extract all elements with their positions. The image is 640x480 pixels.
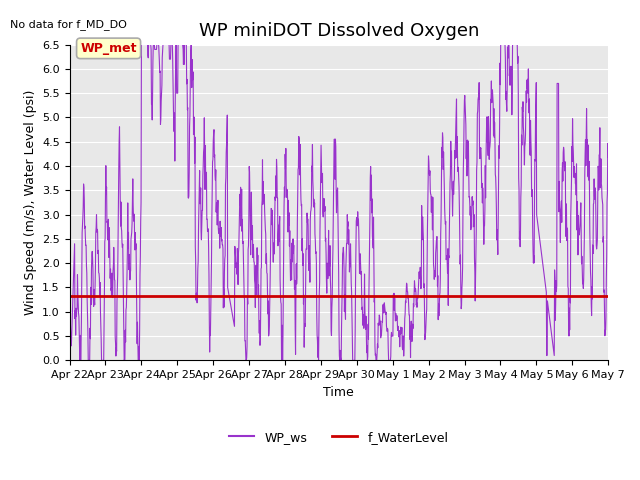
- WP_ws: [373, 358, 381, 363]
- WP_ws: [306, 279, 314, 285]
- WP_ws: [295, 133, 303, 139]
- X-axis label: Time: Time: [323, 385, 354, 399]
- Legend: WP_ws, f_WaterLevel: WP_ws, f_WaterLevel: [225, 426, 453, 449]
- WP_ws: [77, 358, 84, 363]
- Text: WP_met: WP_met: [81, 42, 137, 55]
- Line: WP_ws: WP_ws: [70, 45, 608, 360]
- Text: No data for f_MD_DO: No data for f_MD_DO: [10, 19, 127, 30]
- WP_ws: [138, 42, 145, 48]
- f_WaterLevel: [66, 293, 74, 299]
- f_WaterLevel: [102, 293, 109, 299]
- WP_ws: [316, 279, 323, 285]
- Title: WP miniDOT Dissolved Oxygen: WP miniDOT Dissolved Oxygen: [198, 22, 479, 40]
- WP_ws: [108, 294, 115, 300]
- WP_ws: [66, 289, 74, 295]
- WP_ws: [604, 155, 612, 160]
- WP_ws: [130, 215, 138, 221]
- Y-axis label: Wind Speed (m/s), Water Level (psi): Wind Speed (m/s), Water Level (psi): [24, 90, 36, 315]
